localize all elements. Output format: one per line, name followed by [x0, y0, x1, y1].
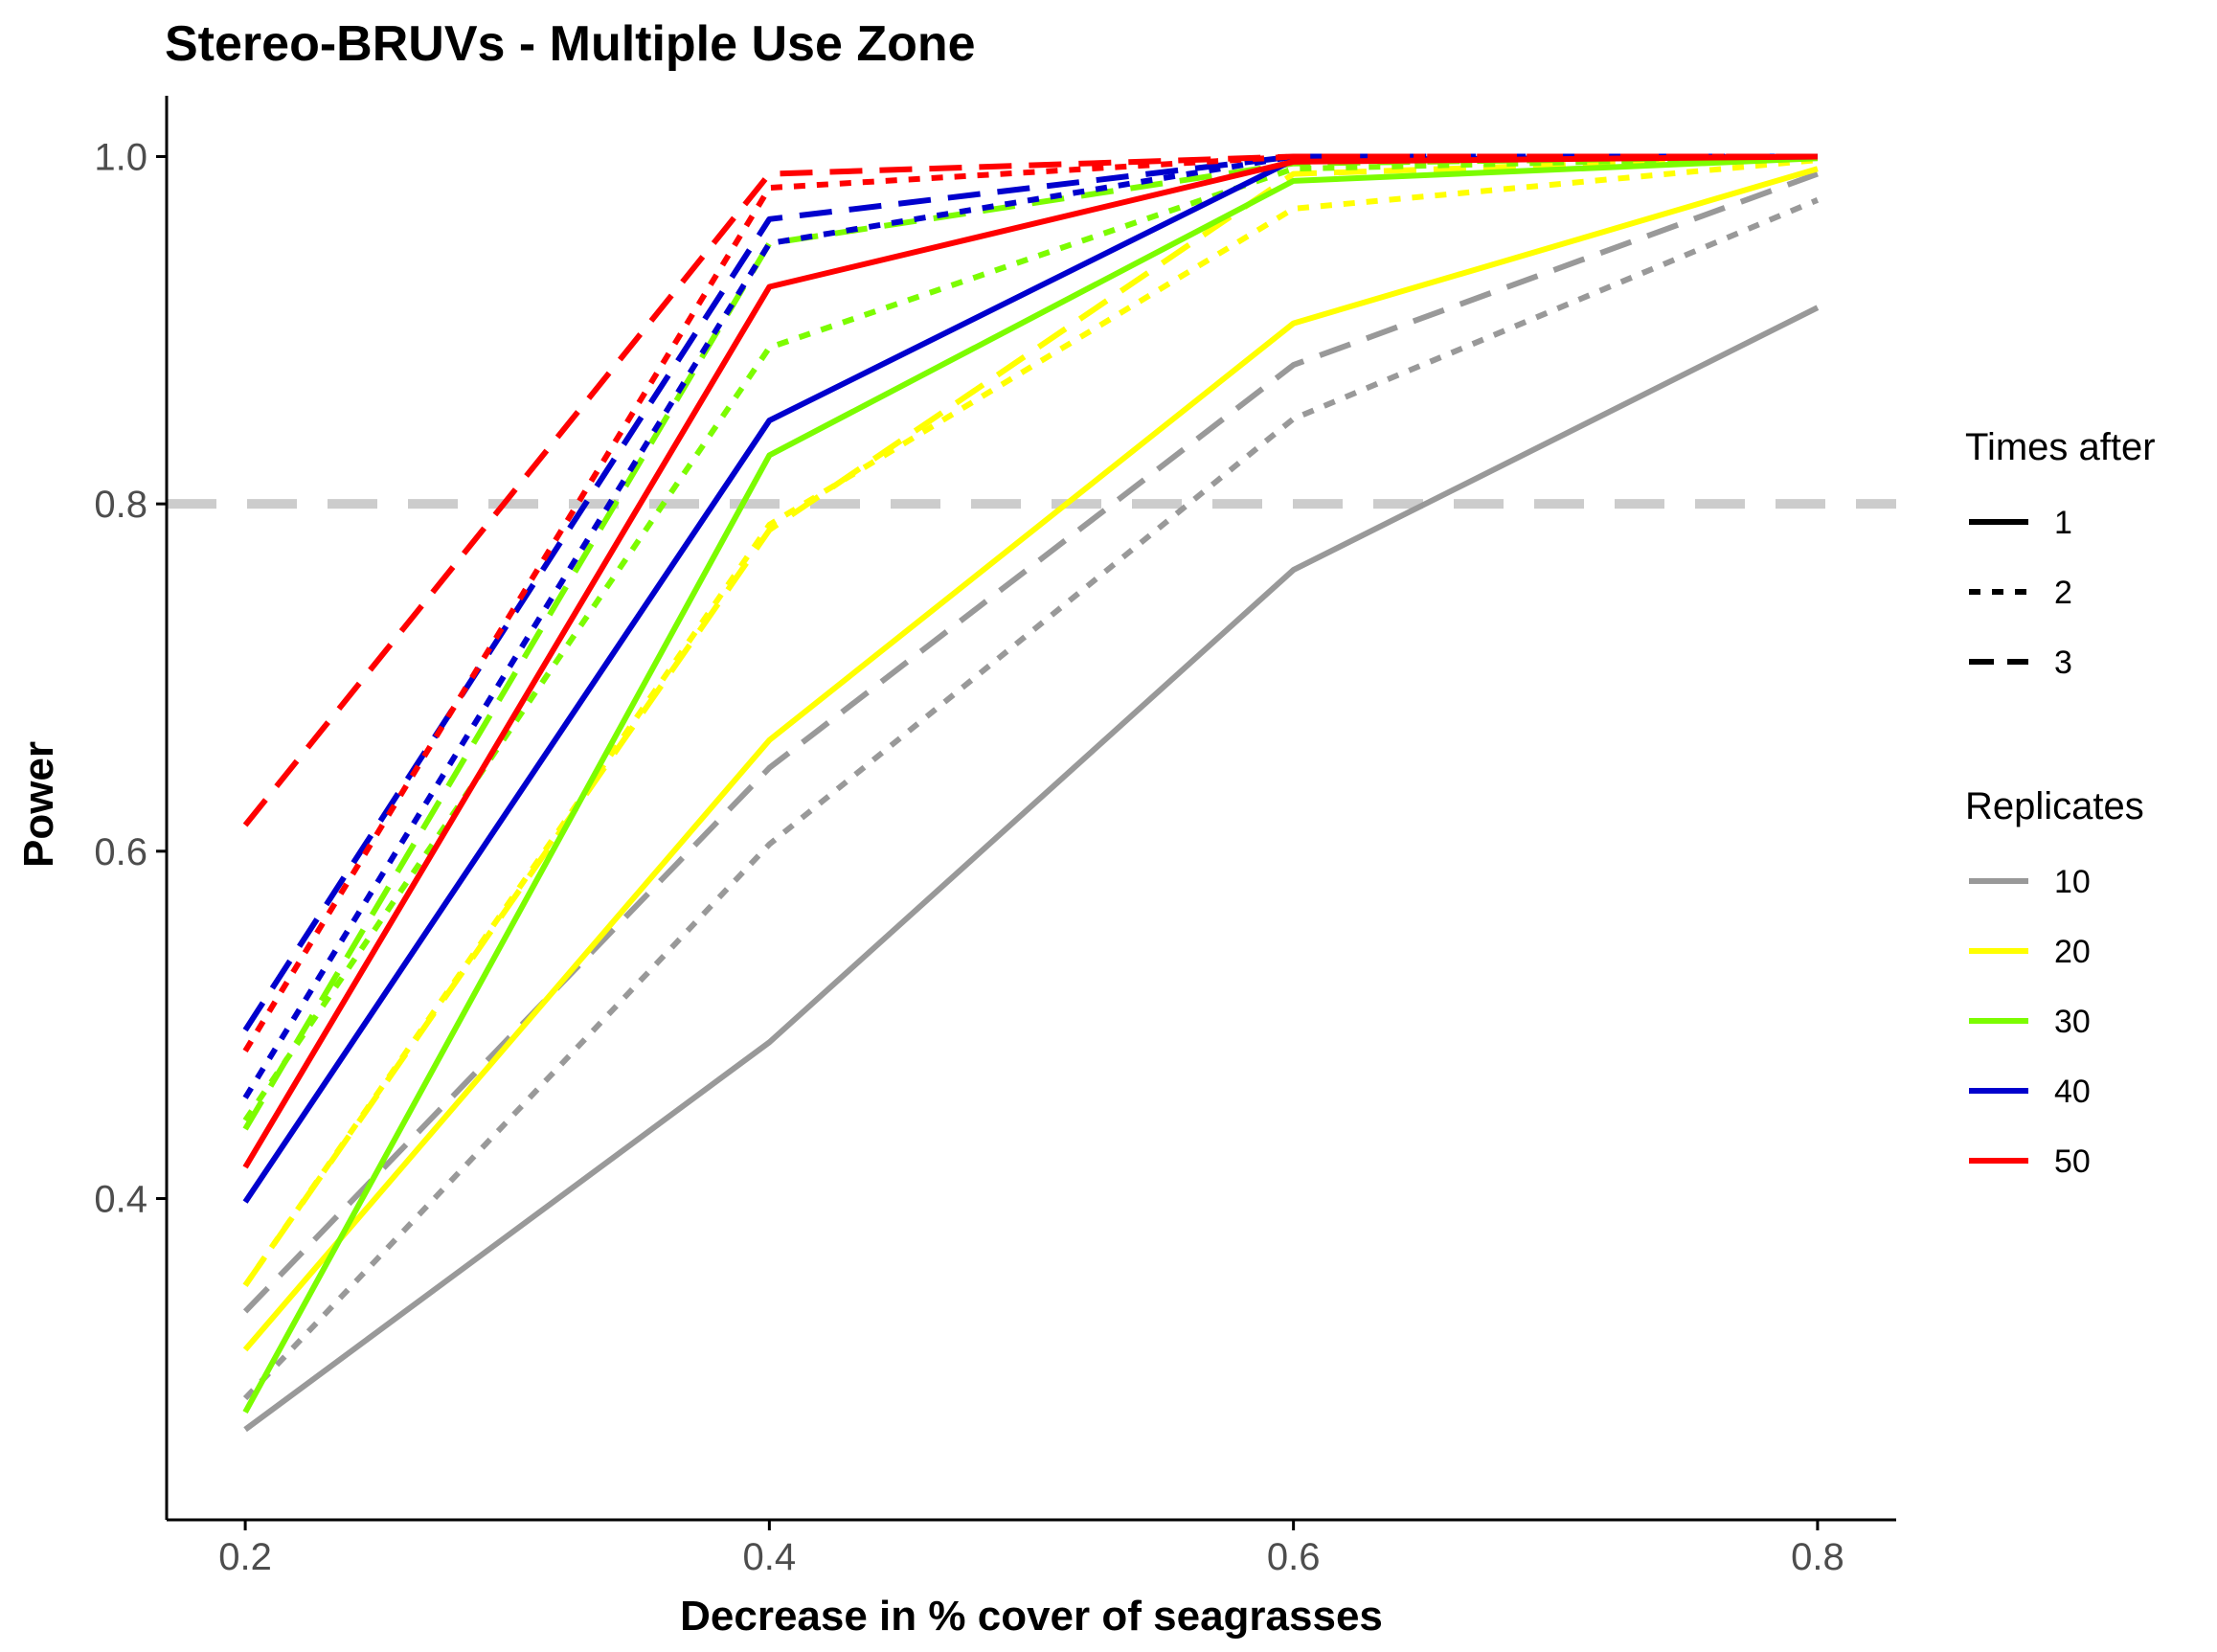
legend-color-label-40: 40: [2054, 1074, 2091, 1110]
legend-color-label-30: 30: [2054, 1004, 2091, 1040]
x-tick-label: 0.8: [1791, 1536, 1844, 1578]
legend-linetype-label-1: 1: [2054, 505, 2072, 541]
series-line-rep40-t1: [242, 153, 1818, 1204]
legend-linetype-label-3: 3: [2054, 645, 2072, 681]
y-tick-label: 0.4: [94, 1179, 147, 1221]
x-ticks: 0.2 0.4 0.6 0.8: [218, 1520, 1844, 1578]
legend-title-replicates: Replicates: [1965, 785, 2144, 827]
legend-color-entries: 10 20 30 40 50: [1969, 864, 2091, 1180]
y-ticks: 0.4 0.6 0.8 1.0: [94, 136, 167, 1221]
series-line-rep10-t1: [243, 305, 1820, 1433]
series-line-rep20-t2: [242, 157, 1819, 1287]
legend: Times after 1 2 3 Replicates 10 20 30 40 50: [1965, 426, 2156, 1180]
series-line-rep20-t3: [242, 153, 1818, 1287]
legend-linetype-entries: 1 2 3: [1969, 505, 2072, 681]
x-tick-label: 0.4: [743, 1536, 797, 1578]
series-layer: [242, 153, 1820, 1433]
series-line-rep30-t1: [242, 155, 1819, 1414]
series-line-rep50-t3: [242, 153, 1818, 827]
legend-linetype-label-2: 2: [2054, 575, 2072, 611]
x-tick-label: 0.6: [1267, 1536, 1321, 1578]
legend-title-times-after: Times after: [1965, 426, 2156, 468]
legend-color-label-20: 20: [2054, 934, 2091, 970]
series-line-rep10-t2: [242, 197, 1820, 1401]
x-tick-label: 0.2: [218, 1536, 272, 1578]
x-axis-title: Decrease in % cover of seagrasses: [680, 1593, 1383, 1640]
y-axis-title: Power: [15, 741, 62, 868]
series-line-rep50-t1: [242, 153, 1818, 1169]
legend-color-label-10: 10: [2054, 864, 2091, 900]
y-tick-label: 0.6: [94, 831, 147, 873]
series-line-rep10-t3: [242, 170, 1819, 1314]
y-tick-label: 0.8: [94, 484, 147, 526]
chart-title: Stereo-BRUVs - Multiple Use Zone: [165, 16, 976, 72]
series-line-rep20-t1: [242, 166, 1819, 1352]
y-tick-label: 1.0: [94, 136, 147, 178]
legend-color-label-50: 50: [2054, 1143, 2091, 1180]
